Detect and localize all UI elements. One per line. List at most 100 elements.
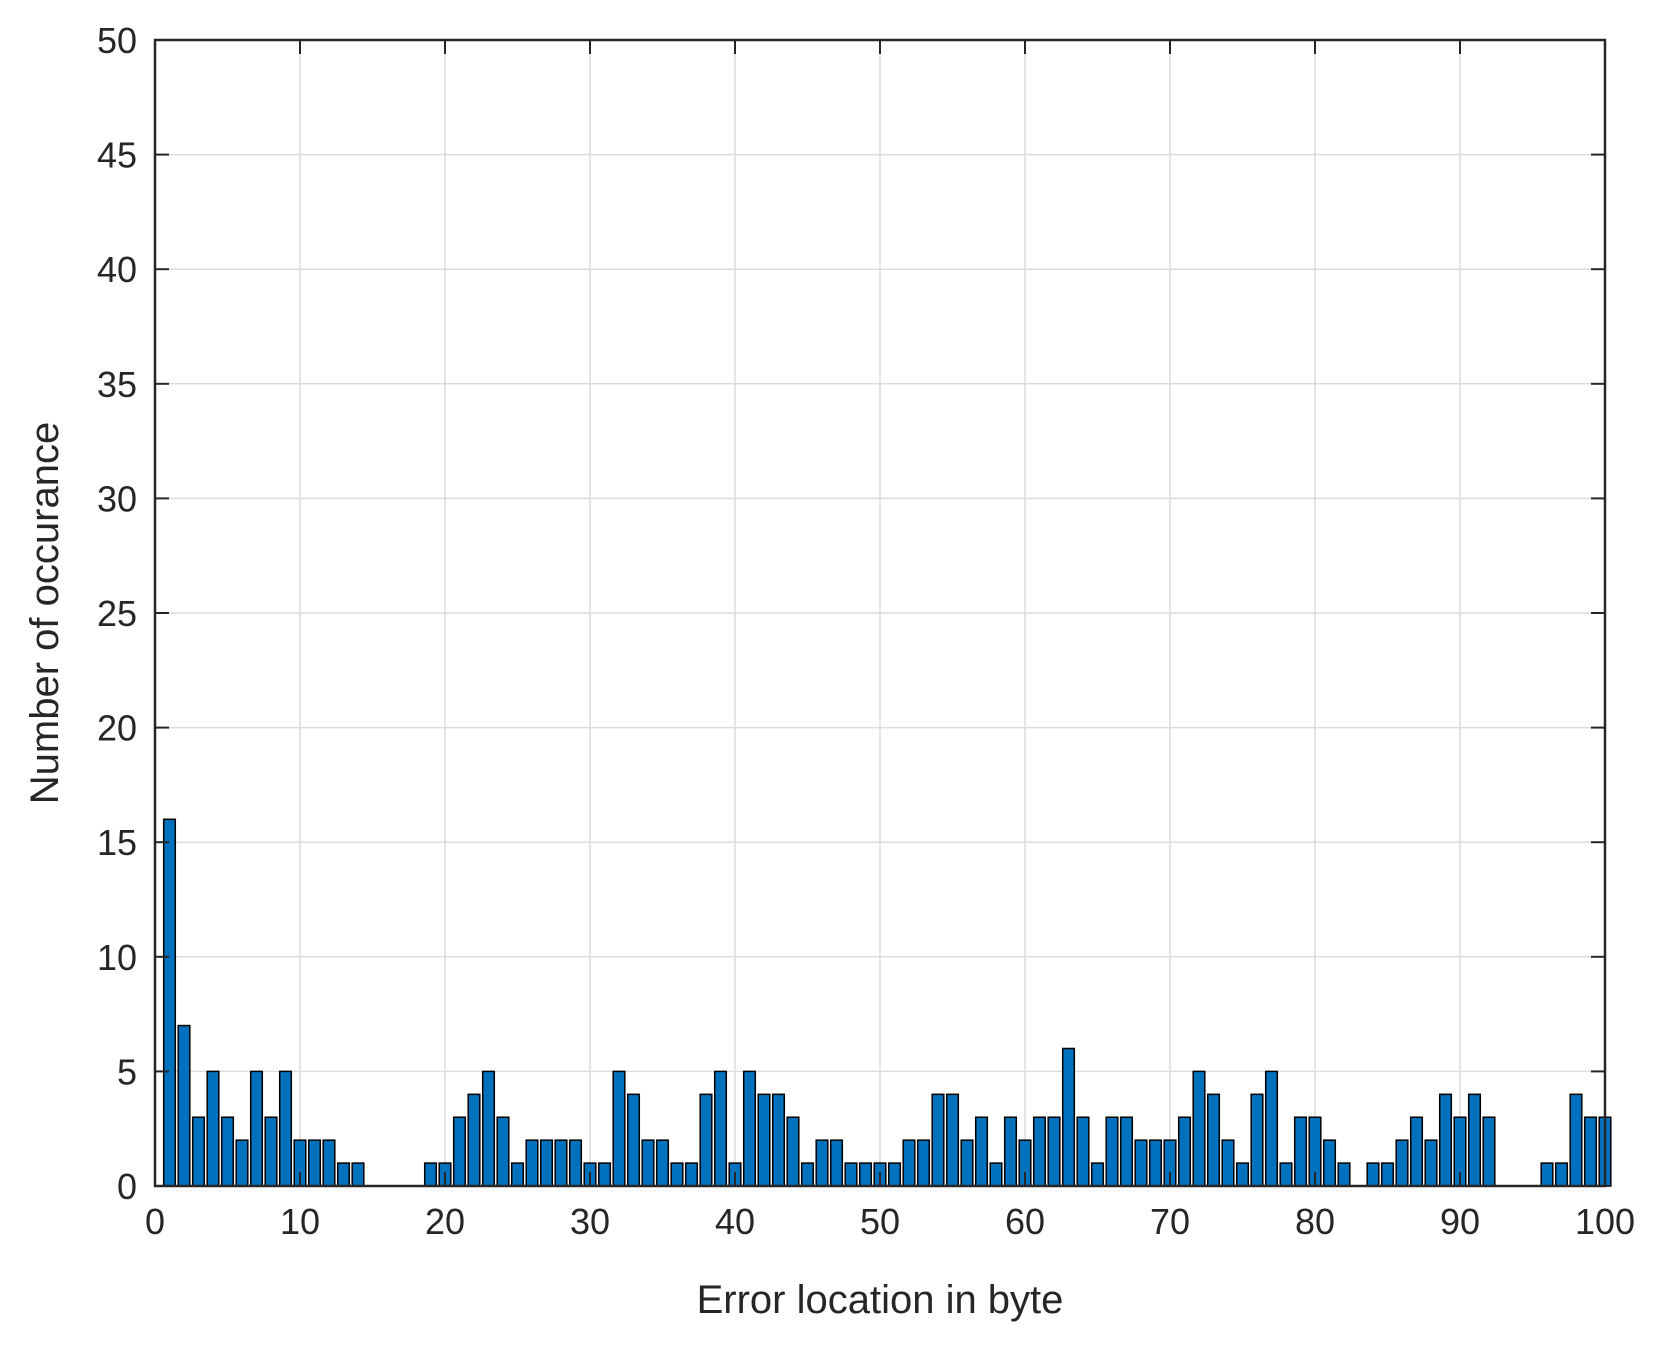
grid-lines bbox=[155, 40, 1605, 1186]
bar bbox=[1250, 1093, 1264, 1187]
bar bbox=[1293, 1116, 1308, 1187]
bar bbox=[206, 1070, 220, 1187]
bar bbox=[800, 1162, 815, 1187]
bar bbox=[655, 1139, 670, 1187]
bar bbox=[757, 1093, 771, 1187]
x-tick-label: 30 bbox=[570, 1201, 610, 1242]
bar bbox=[177, 1024, 191, 1187]
bar bbox=[931, 1093, 945, 1187]
bar bbox=[1148, 1139, 1163, 1187]
bar bbox=[742, 1070, 757, 1187]
x-tick-label: 80 bbox=[1295, 1201, 1335, 1242]
bar bbox=[1279, 1162, 1293, 1187]
x-axis-title: Error location in byte bbox=[697, 1278, 1064, 1322]
bar bbox=[1105, 1116, 1119, 1187]
bar bbox=[1235, 1162, 1250, 1187]
plot-frame bbox=[153, 38, 1607, 1188]
bar bbox=[307, 1139, 322, 1187]
x-tick-label: 20 bbox=[425, 1201, 465, 1242]
bar bbox=[264, 1116, 278, 1187]
bar bbox=[1047, 1116, 1061, 1187]
bar bbox=[1206, 1093, 1221, 1187]
bar bbox=[220, 1116, 235, 1187]
y-tick-label: 30 bbox=[97, 478, 137, 519]
x-tick-label: 50 bbox=[860, 1201, 900, 1242]
bar bbox=[684, 1162, 699, 1187]
bar bbox=[1134, 1139, 1148, 1187]
bar bbox=[249, 1070, 264, 1187]
bar bbox=[1482, 1116, 1496, 1187]
x-tick-label: 70 bbox=[1150, 1201, 1190, 1242]
bar bbox=[1192, 1070, 1206, 1187]
y-tick-label: 35 bbox=[97, 364, 137, 405]
bar bbox=[1438, 1093, 1453, 1187]
y-tick-label: 5 bbox=[117, 1051, 137, 1092]
bar bbox=[1395, 1139, 1409, 1187]
bar bbox=[858, 1162, 873, 1187]
bar bbox=[568, 1139, 583, 1187]
bar bbox=[597, 1162, 612, 1187]
bar bbox=[1090, 1162, 1105, 1187]
bar bbox=[1424, 1139, 1438, 1187]
y-tick-labels: 0 5 10 15 20 25 30 35 40 45 50 bbox=[97, 20, 137, 1207]
bar bbox=[1569, 1093, 1583, 1187]
bar bbox=[1337, 1162, 1351, 1187]
bar bbox=[539, 1139, 554, 1187]
bar bbox=[1177, 1116, 1192, 1187]
bar bbox=[960, 1139, 974, 1187]
bar bbox=[510, 1162, 525, 1187]
bar bbox=[1264, 1070, 1279, 1187]
bar bbox=[1554, 1162, 1569, 1187]
bar bbox=[945, 1093, 960, 1187]
x-tick-label: 60 bbox=[1005, 1201, 1045, 1242]
bar bbox=[989, 1162, 1003, 1187]
bar bbox=[351, 1162, 365, 1187]
bar bbox=[974, 1116, 989, 1187]
bar bbox=[278, 1070, 293, 1187]
bar bbox=[1076, 1116, 1090, 1187]
bar bbox=[1003, 1116, 1018, 1187]
bar bbox=[423, 1162, 438, 1187]
x-tick-label: 40 bbox=[715, 1201, 755, 1242]
bar bbox=[771, 1093, 786, 1187]
x-tick-label: 10 bbox=[280, 1201, 320, 1242]
bar bbox=[887, 1162, 902, 1187]
bar bbox=[525, 1139, 539, 1187]
bar bbox=[815, 1139, 829, 1187]
y-tick-label: 40 bbox=[97, 249, 137, 290]
x-tick-label: 100 bbox=[1575, 1201, 1635, 1242]
bar bbox=[699, 1093, 713, 1187]
bar bbox=[162, 818, 177, 1187]
bar bbox=[1322, 1139, 1337, 1187]
y-tick-label: 0 bbox=[117, 1166, 137, 1207]
bar bbox=[1221, 1139, 1235, 1187]
bar bbox=[713, 1070, 728, 1187]
bar bbox=[670, 1162, 684, 1187]
bar bbox=[496, 1116, 510, 1187]
y-tick-label: 45 bbox=[97, 135, 137, 176]
bar bbox=[902, 1139, 916, 1187]
bar bbox=[1380, 1162, 1395, 1187]
bar bbox=[467, 1093, 481, 1187]
bar bbox=[786, 1116, 800, 1187]
bar bbox=[1119, 1116, 1134, 1187]
y-tick-label: 50 bbox=[97, 20, 137, 61]
bar bbox=[235, 1139, 249, 1187]
bar bbox=[916, 1139, 931, 1187]
x-tick-label: 90 bbox=[1440, 1201, 1480, 1242]
x-tick-labels: 0 10 20 30 40 50 60 70 80 90 100 bbox=[145, 1201, 1635, 1242]
bar bbox=[322, 1139, 336, 1187]
y-tick-label: 20 bbox=[97, 708, 137, 749]
y-axis-title: Number of occurance bbox=[23, 422, 67, 804]
bar bbox=[1540, 1162, 1554, 1187]
bar bbox=[626, 1093, 641, 1187]
bar bbox=[641, 1139, 655, 1187]
y-tick-label: 25 bbox=[97, 593, 137, 634]
bar bbox=[1366, 1162, 1380, 1187]
bar bbox=[844, 1162, 858, 1187]
y-tick-label: 10 bbox=[97, 937, 137, 978]
bar bbox=[1467, 1093, 1482, 1187]
bar bbox=[1583, 1116, 1598, 1187]
bar bbox=[1032, 1116, 1047, 1187]
